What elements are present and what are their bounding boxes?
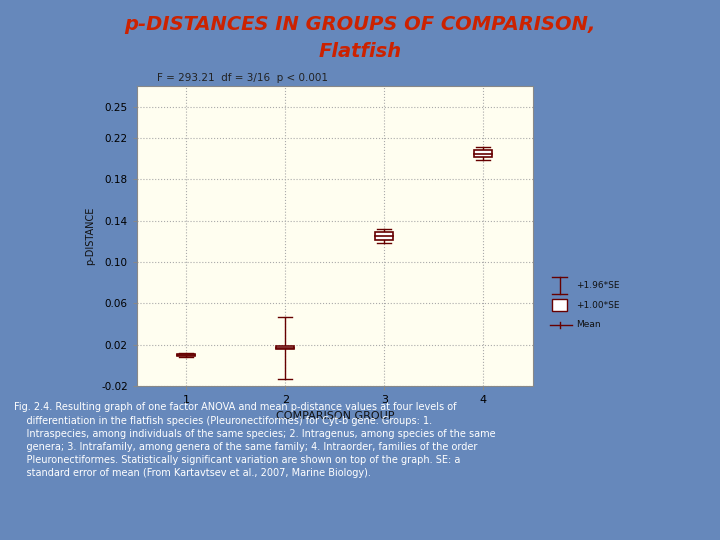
Text: +1.00*SE: +1.00*SE — [576, 301, 619, 309]
Bar — [474, 151, 492, 157]
Text: Mean: Mean — [576, 320, 600, 329]
Text: Flatfish: Flatfish — [318, 42, 402, 61]
Text: p-DISTANCES IN GROUPS OF COMPARISON,: p-DISTANCES IN GROUPS OF COMPARISON, — [125, 15, 595, 34]
Text: Fig. 2.4. Resulting graph of one factor ANOVA and mean p-distance values at four: Fig. 2.4. Resulting graph of one factor … — [14, 402, 496, 478]
Bar — [276, 346, 294, 349]
Y-axis label: p-DISTANCE: p-DISTANCE — [86, 207, 96, 266]
Text: F = 293.21  df = 3/16  p < 0.001: F = 293.21 df = 3/16 p < 0.001 — [157, 73, 328, 83]
Bar — [375, 232, 393, 240]
X-axis label: COMPARISON GROUP: COMPARISON GROUP — [276, 411, 394, 421]
Text: +1.96*SE: +1.96*SE — [576, 281, 619, 290]
Bar — [552, 299, 567, 312]
Bar — [177, 354, 195, 356]
